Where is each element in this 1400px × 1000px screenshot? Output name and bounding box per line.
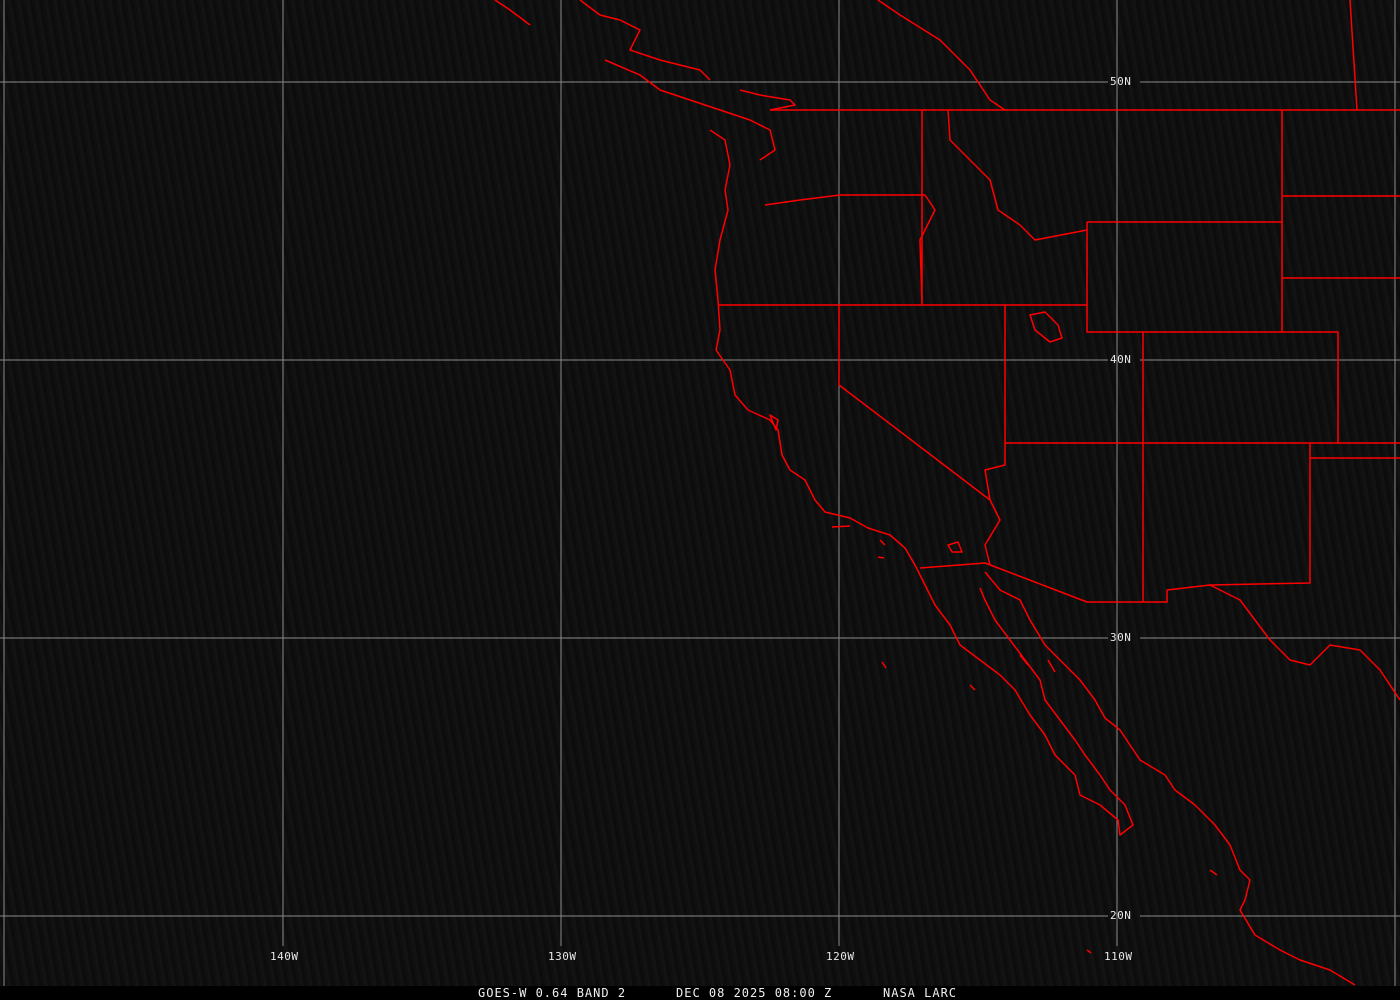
lon-label-130w: 130W [548, 950, 577, 963]
lakes-and-islands [769, 311, 1218, 954]
lat-label-20n: 20N [1110, 909, 1132, 922]
image-caption: GOES-W 0.64 BAND 2 DEC 08 2025 08:00 Z N… [0, 986, 1400, 1000]
caption-datetime: DEC 08 2025 08:00 Z [676, 986, 833, 1000]
coastlines-and-borders [494, 0, 1400, 986]
lat-label-50n: 50N [1110, 75, 1132, 88]
coastline-mexico-mainland [984, 571, 1356, 986]
canada-provincial-borders [877, 0, 1358, 111]
lon-label-110w: 110W [1104, 950, 1133, 963]
coastline-west [709, 129, 1134, 836]
caption-satellite: GOES-W 0.64 BAND 2 [478, 986, 627, 1000]
coastline-bc-islands [494, 0, 796, 161]
state-borders [718, 109, 1400, 602]
lon-label-120w: 120W [826, 950, 855, 963]
lat-label-30n: 30N [1110, 631, 1132, 644]
lon-label-140w: 140W [270, 950, 299, 963]
us-mexico-border [919, 562, 1400, 701]
lat-label-40n: 40N [1110, 353, 1132, 366]
caption-source: NASA LARC [883, 986, 958, 1000]
